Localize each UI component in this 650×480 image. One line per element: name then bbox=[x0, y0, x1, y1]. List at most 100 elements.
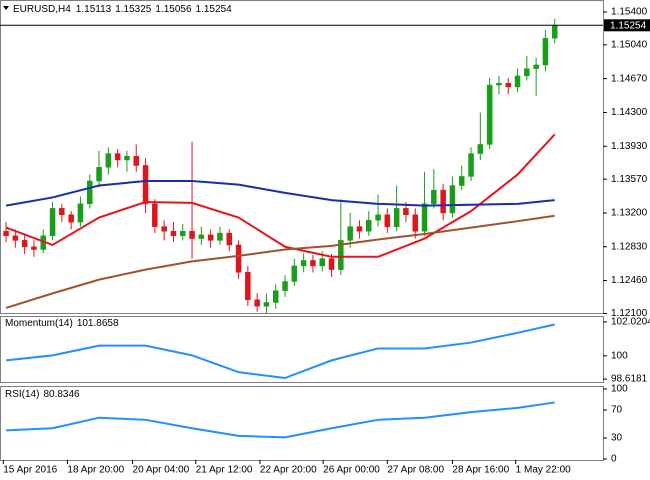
candle-body bbox=[310, 260, 316, 267]
low: 1.15056 bbox=[155, 4, 192, 15]
candle-body bbox=[207, 234, 214, 241]
candle bbox=[86, 174, 93, 209]
candle bbox=[142, 158, 149, 213]
y-tick-label: 1.13930 bbox=[611, 141, 648, 152]
indicator-name: RSI(14) bbox=[5, 389, 39, 400]
y-tick-label: 100 bbox=[611, 384, 628, 395]
candle-body bbox=[21, 240, 28, 248]
candle bbox=[533, 57, 539, 97]
candle-body bbox=[282, 281, 288, 291]
candle bbox=[3, 222, 9, 243]
candle bbox=[356, 220, 363, 239]
current-price-label: 1.15254 bbox=[610, 20, 647, 31]
candle-body bbox=[12, 235, 19, 241]
candle bbox=[189, 141, 195, 259]
candle bbox=[49, 201, 56, 241]
candle bbox=[254, 293, 260, 312]
candle bbox=[393, 185, 400, 232]
y-tick-label: 1.15400 bbox=[611, 7, 648, 18]
candle bbox=[68, 211, 74, 230]
x-tick-label: 18 Apr 20:00 bbox=[67, 465, 124, 476]
candle bbox=[421, 171, 428, 236]
candle bbox=[468, 147, 474, 181]
candle bbox=[105, 147, 112, 175]
candle-body bbox=[198, 234, 205, 239]
candle bbox=[217, 226, 223, 245]
candle-body bbox=[263, 302, 270, 307]
candle-body bbox=[86, 180, 93, 205]
candle bbox=[21, 234, 28, 255]
candle-body bbox=[551, 25, 558, 39]
candle-body bbox=[217, 232, 223, 241]
y-tick-label: 1.13570 bbox=[611, 174, 648, 185]
candle bbox=[524, 55, 530, 81]
candle-body bbox=[524, 68, 530, 77]
y-tick-label: 1.14670 bbox=[611, 73, 648, 84]
candle bbox=[198, 226, 205, 245]
candle bbox=[412, 208, 418, 239]
candle-body bbox=[375, 214, 381, 221]
candle bbox=[375, 194, 381, 227]
y-tick-label: 70 bbox=[611, 405, 623, 416]
candle-body bbox=[245, 272, 251, 301]
candle-body bbox=[458, 176, 465, 186]
candle-body bbox=[449, 185, 456, 214]
candle bbox=[263, 293, 270, 314]
y-tick-label: 98.6181 bbox=[611, 374, 648, 385]
candle-body bbox=[403, 208, 409, 216]
candle-body bbox=[272, 290, 279, 303]
menu-triangle bbox=[3, 6, 9, 10]
candle-body bbox=[49, 208, 56, 237]
x-tick-label: 22 Apr 20:00 bbox=[260, 465, 317, 476]
candle-body bbox=[533, 64, 539, 69]
candle bbox=[179, 223, 186, 241]
candle-body bbox=[338, 240, 344, 270]
candle bbox=[384, 208, 391, 234]
candle-body bbox=[161, 226, 167, 232]
candle bbox=[272, 284, 279, 309]
candle bbox=[431, 169, 437, 209]
candle-body bbox=[468, 153, 474, 177]
panel-frames bbox=[0, 0, 604, 461]
candle-body bbox=[254, 299, 260, 307]
candle bbox=[124, 150, 130, 172]
candle bbox=[486, 77, 493, 150]
candle bbox=[347, 212, 353, 248]
candle-body bbox=[505, 82, 511, 88]
candle-body bbox=[328, 258, 335, 270]
candle-body bbox=[179, 230, 186, 237]
candle-body bbox=[365, 220, 372, 232]
y-tick-label: 1.15040 bbox=[611, 39, 648, 50]
candle-body bbox=[412, 214, 418, 232]
momentum-panel bbox=[0, 316, 604, 383]
candle-body bbox=[486, 84, 493, 145]
line-series bbox=[5, 401, 555, 439]
indicator-value: 80.8346 bbox=[43, 389, 80, 400]
y-tick-label: 1.12830 bbox=[611, 241, 648, 252]
y-tick-label: 1.14300 bbox=[611, 107, 648, 118]
y-tick-label: 1.13200 bbox=[611, 208, 648, 219]
y-tick-label: 0 bbox=[611, 454, 617, 465]
candle-body bbox=[59, 208, 65, 216]
candle-body bbox=[114, 153, 121, 161]
candle bbox=[440, 183, 446, 221]
candle bbox=[542, 30, 549, 72]
candle bbox=[152, 199, 158, 234]
candle bbox=[338, 199, 344, 276]
y-tick-label: 1.12100 bbox=[611, 308, 648, 319]
candle-body bbox=[133, 156, 139, 166]
candle bbox=[458, 165, 465, 191]
candle bbox=[514, 68, 521, 93]
candle-body bbox=[152, 203, 158, 227]
indicator-value: 101.8658 bbox=[77, 318, 119, 329]
candle-body bbox=[170, 230, 177, 237]
candle-body bbox=[477, 144, 484, 154]
x-tick-label: 1 May 22:00 bbox=[516, 465, 571, 476]
indicator-name: Momentum(14) bbox=[5, 318, 73, 329]
candle bbox=[477, 112, 484, 160]
candle bbox=[59, 203, 65, 223]
x-tick-label: 21 Apr 12:00 bbox=[196, 465, 253, 476]
candle bbox=[77, 196, 84, 227]
candle-body bbox=[68, 214, 74, 223]
